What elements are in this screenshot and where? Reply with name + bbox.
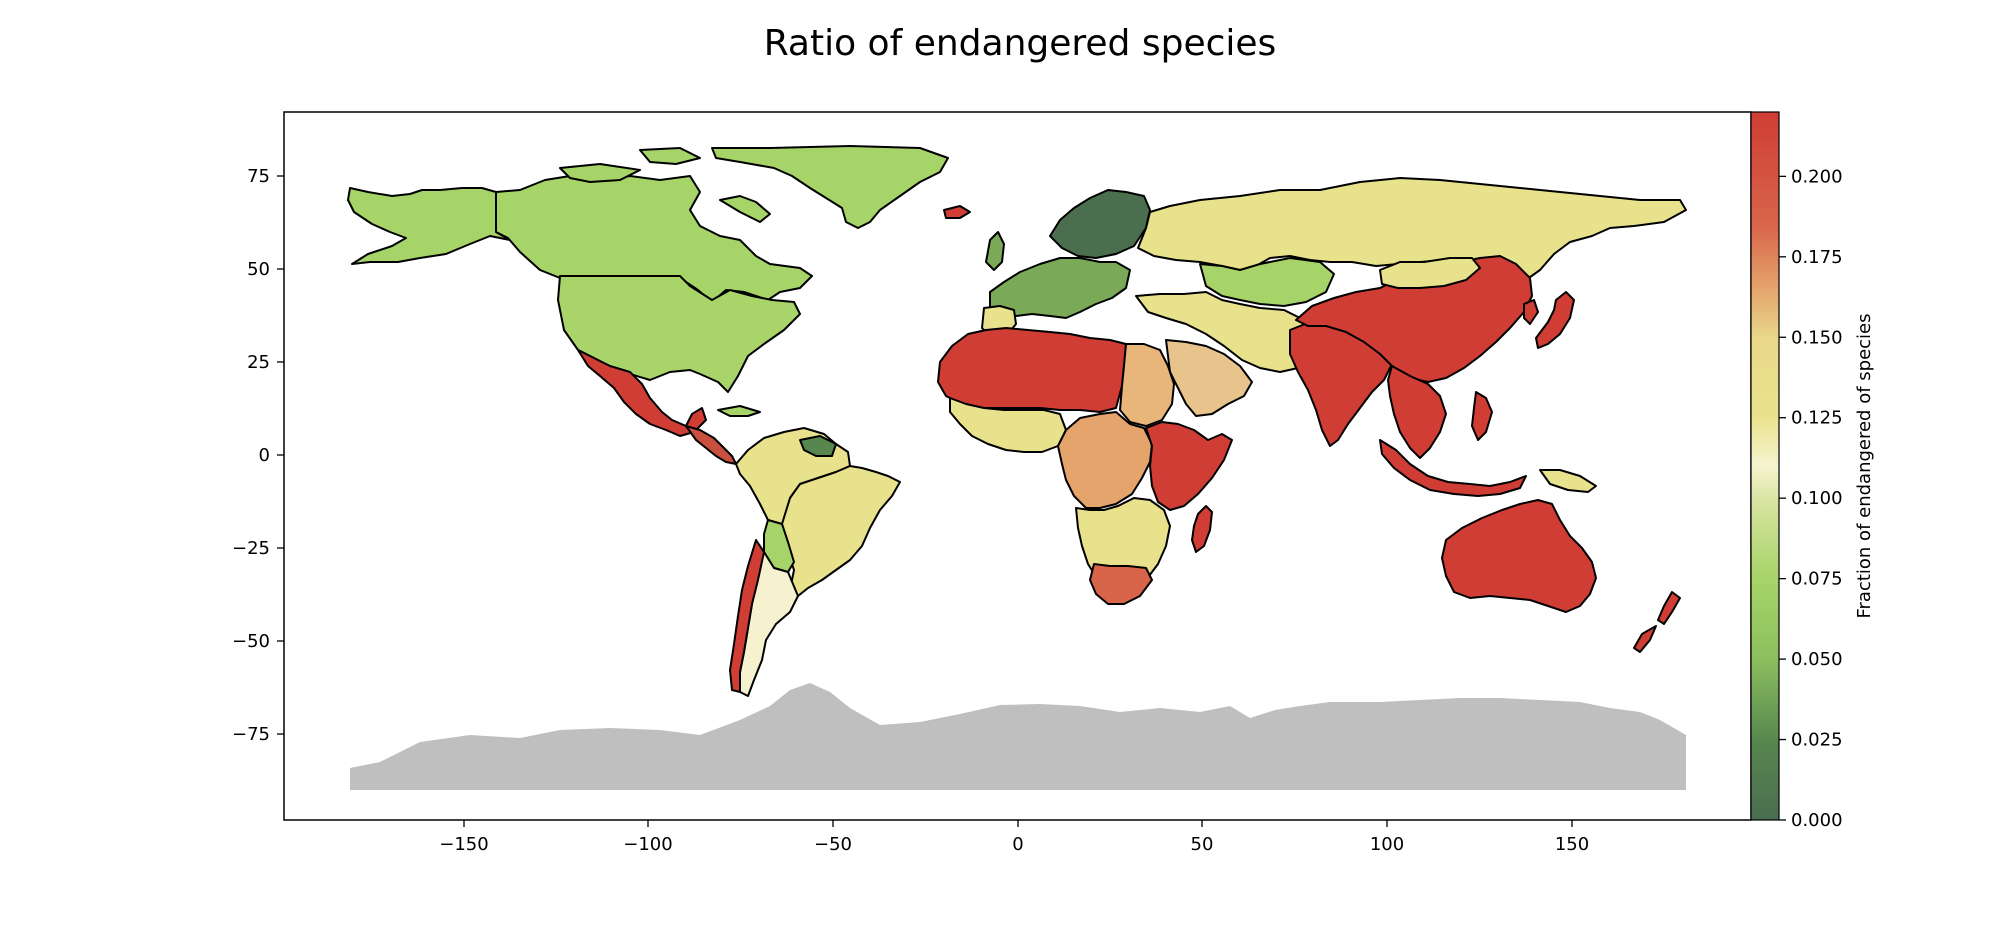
region-kazakhstan [1199, 257, 1335, 307]
colorbar-tick-label: 0.125 [1791, 408, 1843, 429]
colorbar-label: Fraction of endangered of species [1854, 313, 1875, 618]
region-antarctica [350, 683, 1686, 790]
colorbar: 0.000 0.025 0.050 0.075 0.100 0.125 0.150 0.175… [1750, 111, 1875, 831]
region-uk [985, 231, 1005, 271]
region-canada [495, 175, 813, 303]
y-tick-label: 0 [259, 445, 270, 466]
region-greenland [711, 145, 949, 229]
region-western-europe [989, 257, 1131, 319]
chart-title: Ratio of endangered species [764, 23, 1277, 64]
region-central-africa [1057, 411, 1153, 509]
region-japan [1535, 291, 1575, 349]
region-egypt-sudan [1119, 343, 1175, 427]
colorbar-tick-label: 0.200 [1791, 166, 1843, 187]
y-tick-label: 50 [247, 259, 270, 280]
region-south-africa [1089, 563, 1153, 605]
colorbar-tick-label: 0.100 [1791, 488, 1843, 509]
y-axis: 75 50 25 0 −25 −50 −75 [232, 166, 284, 745]
region-korea [1523, 299, 1539, 325]
region-alaska [347, 187, 511, 265]
colorbar-tick-label: 0.050 [1791, 649, 1843, 670]
y-tick-label: 25 [247, 352, 270, 373]
region-arctic-islands [559, 147, 701, 183]
colorbar-tick-label: 0.025 [1791, 730, 1843, 751]
region-southeast-asia [1387, 365, 1447, 459]
region-madagascar [1191, 505, 1213, 553]
x-tick-label: −100 [623, 834, 672, 855]
x-tick-label: 150 [1555, 834, 1589, 855]
region-mexico [577, 349, 707, 437]
colorbar-tick-label: 0.175 [1791, 247, 1843, 268]
y-tick-label: −75 [232, 724, 270, 745]
region-papua [1539, 469, 1597, 493]
region-mongolia [1379, 257, 1481, 289]
region-chile [729, 539, 765, 693]
region-northern-europe [1049, 189, 1151, 259]
x-tick-label: 0 [1012, 834, 1023, 855]
colorbar-gradient [1750, 111, 1780, 821]
region-australia [1441, 499, 1597, 613]
x-tick-label: 50 [1191, 834, 1214, 855]
map-layer [347, 145, 1687, 790]
colorbar-tick-label: 0.075 [1791, 569, 1843, 590]
region-indonesia [1379, 439, 1527, 497]
x-tick-label: 100 [1370, 834, 1404, 855]
y-tick-label: −25 [232, 538, 270, 559]
region-philippines [1471, 391, 1493, 441]
region-north-africa [937, 327, 1127, 413]
region-arabia [1165, 339, 1253, 417]
colorbar-tick-label: 0.000 [1791, 810, 1843, 831]
y-tick-label: 75 [247, 166, 270, 187]
x-tick-label: −150 [439, 834, 488, 855]
region-caribbean [717, 405, 761, 417]
colorbar-ticks: 0.000 0.025 0.050 0.075 0.100 0.125 0.150 0.175… [1779, 166, 1843, 831]
region-iceland [943, 205, 971, 219]
x-axis: −150 −100 −50 0 50 100 150 [439, 820, 1589, 855]
region-guianas [799, 435, 837, 457]
region-new-zealand [1633, 591, 1681, 653]
x-tick-label: −50 [814, 834, 852, 855]
colorbar-tick-label: 0.150 [1791, 327, 1843, 348]
y-tick-label: −50 [232, 631, 270, 652]
region-east-africa [1145, 421, 1233, 511]
region-brazil [781, 465, 901, 597]
